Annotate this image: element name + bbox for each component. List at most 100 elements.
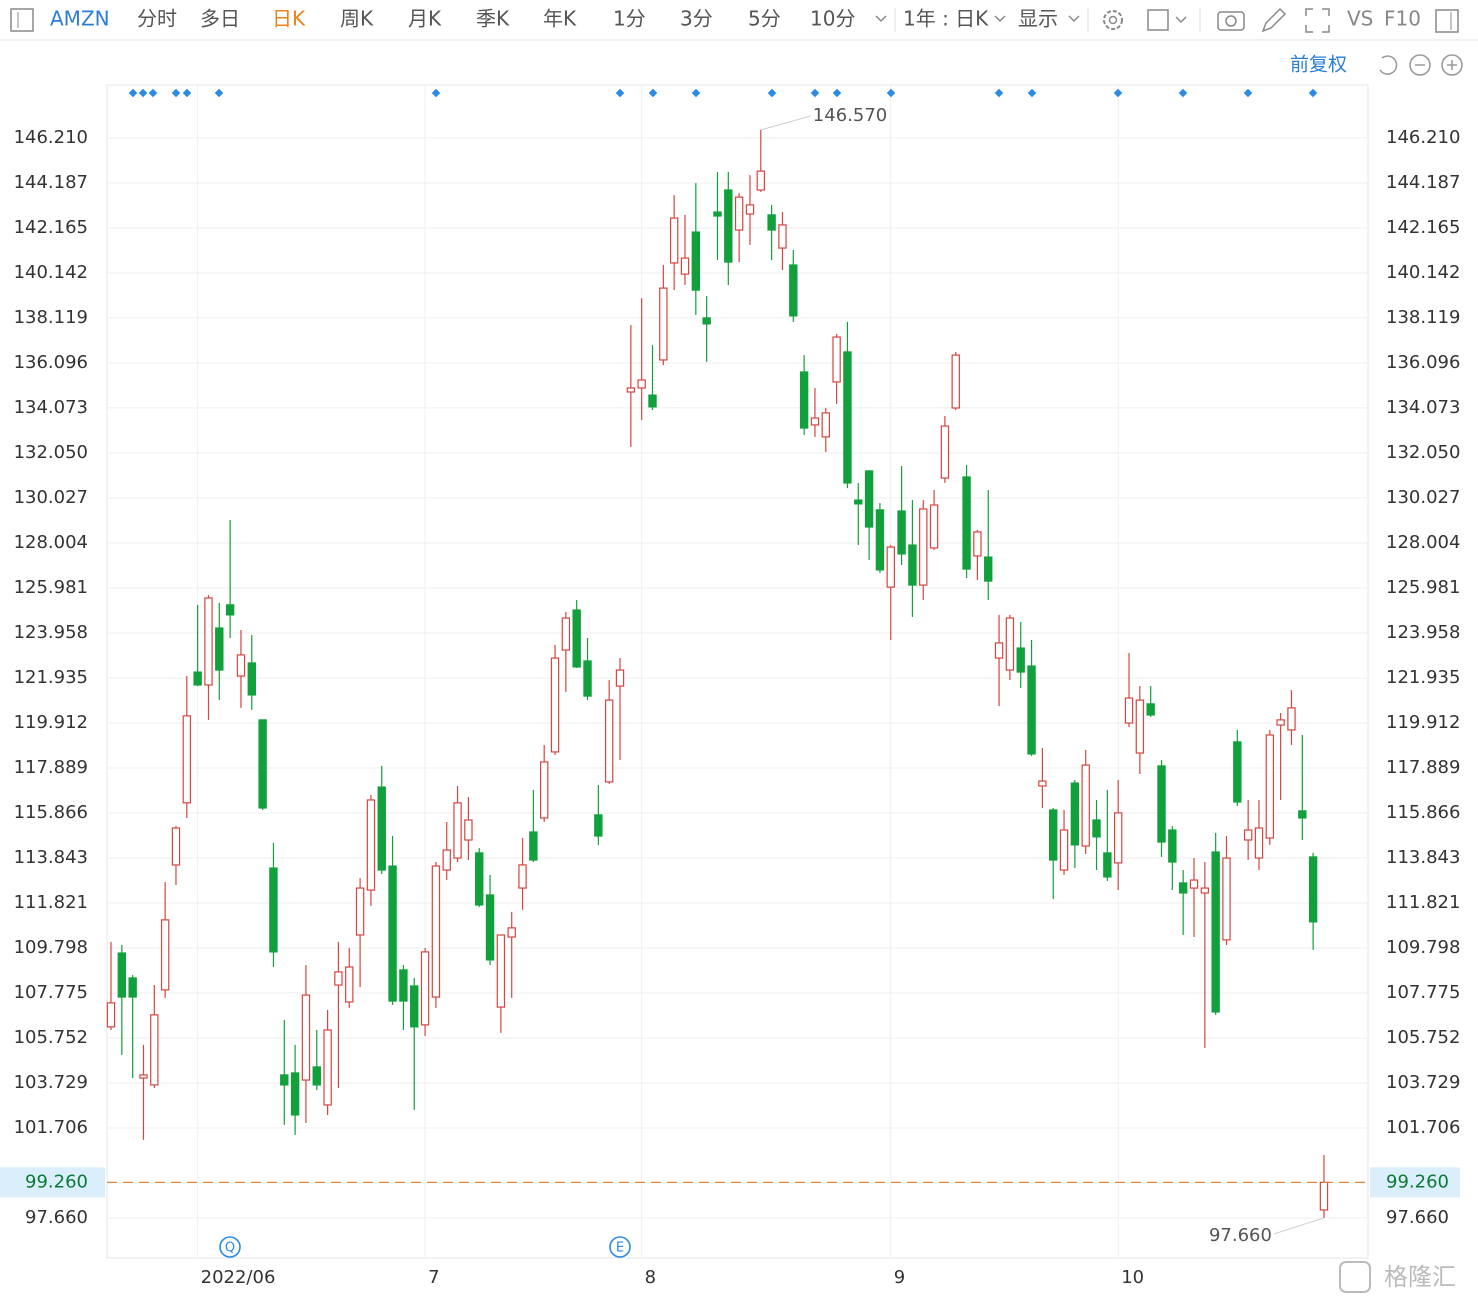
candle-body [594,814,603,837]
candle-body [1189,879,1199,889]
y-tick-label-right: 121.935 [1386,667,1460,688]
event-diamond[interactable] [691,88,701,98]
event-diamond[interactable] [171,88,181,98]
chevron[interactable] [1175,16,1187,24]
period-tab[interactable]: 年K [543,7,577,31]
event-diamond[interactable] [431,88,441,98]
fullscreen-icon[interactable] [1305,8,1330,33]
price-tag-left-text: 99.260 [25,1171,88,1192]
candle-body [821,412,830,438]
candle-body [778,224,787,249]
chevron[interactable] [994,15,1006,23]
event-diamond[interactable] [138,88,148,98]
y-tick-label: 109.798 [14,937,88,958]
candle-body [236,654,246,677]
chevron[interactable] [1068,15,1080,23]
candle-body [1157,765,1166,843]
candle-body [637,379,646,389]
candle-body [269,867,278,953]
period-tab[interactable]: 1分 [613,7,646,31]
event-diamond[interactable] [1178,88,1188,98]
y-tick-label-right: 97.660 [1386,1207,1449,1228]
y-tick-label-right: 140.142 [1386,262,1460,283]
candle-body [355,887,365,936]
event-diamond[interactable] [832,88,842,98]
pencil-icon[interactable] [1261,7,1287,33]
max-leader [760,115,811,131]
vs-button[interactable]: VS [1347,7,1373,31]
x-tick-label: 8 [645,1267,656,1288]
min-leader [1273,1217,1325,1235]
settings-icon-core [1108,15,1118,25]
event-letter: E [616,1241,624,1256]
symbol[interactable]: AMZN [50,7,110,31]
period-tab[interactable]: 季K [476,7,510,31]
y-tick-label-right: 138.119 [1386,307,1460,328]
y-tick-label-right: 142.165 [1386,217,1460,238]
period-tab[interactable]: 5分 [748,7,781,31]
shape-icon[interactable] [1147,9,1169,31]
candle-body [1168,829,1177,863]
zoom-in[interactable] [1441,54,1463,76]
period-tab[interactable]: 10分 [810,7,855,31]
candle-body [247,662,256,696]
event-diamond[interactable] [886,88,896,98]
period-select[interactable]: 1年 : 日K [903,7,989,31]
event-diamond[interactable] [182,88,192,98]
candle-body [561,617,571,651]
candle-body [1211,851,1220,1013]
y-tick-label-right: 113.843 [1386,847,1460,868]
event-diamond[interactable] [615,88,625,98]
period-tab[interactable]: 周K [340,7,374,31]
toolbar [0,0,1478,40]
candle-body [854,499,863,505]
candle-body [572,609,581,668]
candle-body [756,170,766,191]
f10-button[interactable]: F10 [1384,7,1421,31]
y-tick-label: 105.752 [14,1027,88,1048]
candle-body [940,425,950,479]
event-diamond[interactable] [648,88,658,98]
y-tick-label-right: 111.821 [1386,892,1460,913]
candle-body [897,510,906,555]
period-tab[interactable]: 分时 [137,7,177,31]
event-diamond[interactable] [810,88,820,98]
event-icon[interactable] [219,1236,241,1258]
candle-body [1243,829,1253,841]
candle-body [323,1029,332,1106]
candle-body [410,985,419,1028]
candle-body [204,597,213,686]
adjust-button[interactable]: 前复权 [1290,54,1347,76]
event-diamond[interactable] [214,88,224,98]
period-tab[interactable]: 多日 [200,7,240,31]
y-tick-label-right: 103.729 [1386,1072,1460,1093]
camera-lens [1225,15,1237,27]
event-diamond[interactable] [1308,88,1318,98]
candle-body [442,849,451,871]
event-diamond[interactable] [1243,88,1253,98]
event-diamond[interactable] [1027,88,1037,98]
event-diamond[interactable] [128,88,138,98]
period-tab[interactable]: 月K [408,7,442,31]
event-diamond[interactable] [1113,88,1123,98]
period-tabs: 分时 多日 日K 周K 月K 季K 年K 1分 3分 5分 10分 [137,7,855,31]
event-icon[interactable] [609,1236,631,1258]
event-diamond[interactable] [994,88,1004,98]
candle-body [1276,719,1285,726]
chevron[interactable] [875,15,887,23]
event-diamond[interactable] [767,88,777,98]
settings-icon[interactable] [1103,10,1123,30]
camera-icon[interactable] [1217,11,1245,31]
event-diamond[interactable] [148,88,158,98]
candle-body [734,196,744,231]
candle-body [583,660,592,697]
sidebar-icon[interactable] [10,8,34,32]
candle-body [225,604,235,616]
zoom-out[interactable] [1409,54,1431,76]
panel-icon[interactable] [1435,9,1459,33]
period-tab[interactable]: 3分 [680,7,713,31]
period-tab[interactable]: 日K [272,7,306,31]
display-select[interactable]: 显示 [1018,7,1058,31]
reset-icon[interactable] [1379,55,1398,75]
candle-body [1319,1181,1329,1211]
